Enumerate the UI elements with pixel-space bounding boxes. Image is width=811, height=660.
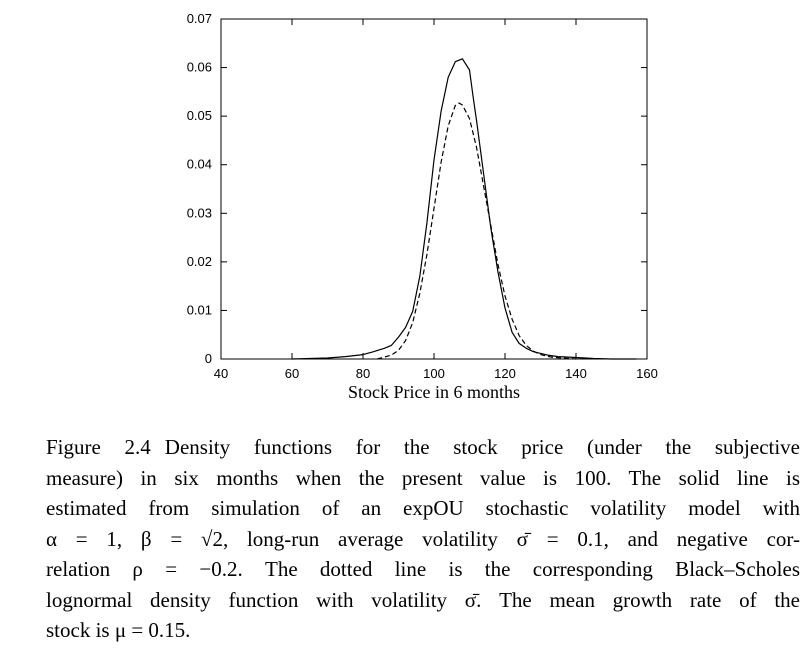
y-tick-label: 0.05 [187, 108, 212, 123]
series-line-solid [291, 58, 637, 360]
series-line-dashed [377, 102, 577, 360]
caption-line: estimated from simulation of an expOU st… [46, 496, 800, 520]
y-tick-label: 0.07 [187, 11, 212, 26]
caption-line: relation ρ = −0.2. The dotted line is th… [46, 557, 800, 581]
caption-line: α = 1, β = √2, long-run average volatili… [46, 526, 800, 551]
y-tick-label: 0 [205, 351, 212, 366]
series-lines [291, 58, 637, 360]
y-tick-label: 0.03 [187, 205, 212, 220]
x-tick-label: 140 [565, 366, 587, 381]
y-tick-label: 0.02 [187, 254, 212, 269]
figure-caption: Figure 2.4 Density functions for the stoc… [46, 432, 800, 646]
caption-line: Figure 2.4 Density functions for the stoc… [46, 432, 800, 463]
caption-line: stock is μ = 0.15. [46, 618, 191, 642]
x-axis-ticks: 40 60 80 100 120 140 160 [214, 19, 658, 381]
x-tick-label: 60 [285, 366, 299, 381]
caption-line: measure) in six months when the present … [46, 465, 800, 490]
x-tick-label: 40 [214, 366, 228, 381]
plot-frame [220, 18, 648, 360]
x-tick-label: 100 [423, 366, 445, 381]
x-axis-title: Stock Price in 6 months [348, 382, 520, 402]
x-tick-label: 160 [636, 366, 658, 381]
x-tick-label: 80 [356, 366, 370, 381]
y-tick-label: 0.01 [187, 302, 212, 317]
x-tick-label: 120 [494, 366, 516, 381]
figure-number: Figure 2.4 [46, 435, 151, 459]
caption-line-text: Density functions for the stock price (u… [164, 435, 800, 459]
density-chart: 0 0.01 0.02 0.03 0.04 0.05 0.06 0.07 40 60 80 100 1… [187, 11, 658, 402]
caption-line: lognormal density function with volatili… [46, 587, 800, 612]
y-axis-ticks: 0 0.01 0.02 0.03 0.04 0.05 0.06 0.07 [187, 11, 647, 366]
y-tick-label: 0.04 [187, 157, 212, 172]
y-tick-label: 0.06 [187, 60, 212, 75]
